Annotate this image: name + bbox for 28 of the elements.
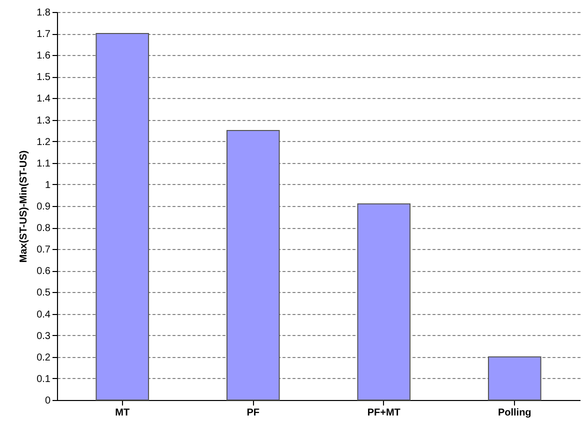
y-tick-label: 0.6 bbox=[36, 266, 51, 278]
y-tick-label: 1.4 bbox=[36, 94, 51, 105]
y-tick-label: 1.1 bbox=[36, 158, 51, 170]
y-axis-title: Max(ST-US)-Min(ST-US) bbox=[18, 150, 30, 263]
x-tick-label: PF+MT bbox=[367, 408, 400, 418]
bar bbox=[96, 33, 150, 400]
y-tick-label: 1.7 bbox=[36, 29, 51, 40]
y-tick-label: 0.8 bbox=[36, 223, 51, 234]
y-tick-label: 0.9 bbox=[36, 202, 51, 212]
y-tick-label: 0.2 bbox=[36, 352, 51, 364]
bar bbox=[488, 356, 542, 400]
y-tick-label: 1.2 bbox=[36, 136, 51, 148]
y-tick-label: 0 bbox=[44, 396, 51, 406]
bar bbox=[226, 130, 280, 400]
y-tick-label: 1 bbox=[44, 180, 51, 191]
y-tick-label: 0.5 bbox=[36, 288, 51, 299]
x-tick-label: PF bbox=[246, 408, 260, 418]
y-tick-label: 1.6 bbox=[36, 50, 51, 62]
x-tick-label: MT bbox=[115, 408, 130, 418]
x-tick-label: Polling bbox=[498, 408, 532, 418]
y-tick-label: 1.5 bbox=[36, 72, 51, 84]
y-tick-label: 0.7 bbox=[36, 244, 51, 256]
y-tick-label: 0.3 bbox=[36, 330, 51, 342]
y-tick-label: 0.1 bbox=[36, 374, 51, 385]
bar bbox=[357, 203, 411, 400]
y-tick-label: 1.8 bbox=[36, 8, 51, 18]
y-tick-label: 1.3 bbox=[36, 115, 51, 126]
y-tick-label: 0.4 bbox=[36, 309, 51, 320]
